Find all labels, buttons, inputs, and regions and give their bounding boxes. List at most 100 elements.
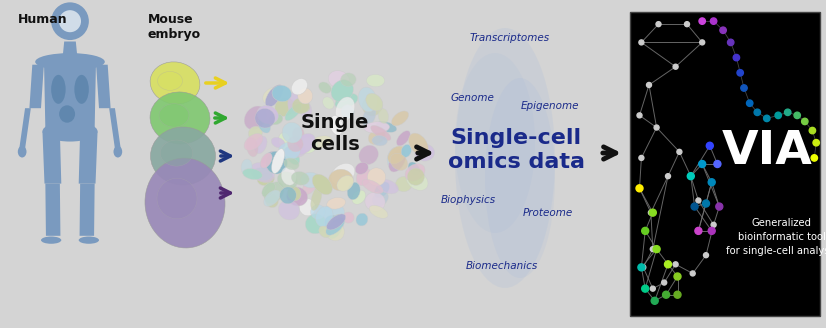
Circle shape bbox=[733, 54, 739, 61]
Ellipse shape bbox=[406, 171, 428, 191]
Circle shape bbox=[699, 160, 705, 168]
Ellipse shape bbox=[301, 172, 321, 188]
Ellipse shape bbox=[356, 168, 372, 186]
Polygon shape bbox=[45, 184, 60, 236]
Ellipse shape bbox=[263, 87, 283, 105]
Ellipse shape bbox=[376, 121, 396, 132]
Ellipse shape bbox=[257, 106, 278, 124]
Ellipse shape bbox=[363, 95, 382, 116]
Ellipse shape bbox=[292, 79, 307, 95]
Ellipse shape bbox=[306, 214, 326, 234]
Ellipse shape bbox=[378, 109, 388, 123]
Ellipse shape bbox=[258, 173, 274, 186]
Ellipse shape bbox=[244, 133, 263, 151]
Ellipse shape bbox=[74, 75, 89, 104]
Circle shape bbox=[691, 203, 698, 210]
Ellipse shape bbox=[352, 190, 366, 204]
Ellipse shape bbox=[319, 82, 331, 93]
Circle shape bbox=[59, 10, 81, 32]
Ellipse shape bbox=[157, 178, 197, 219]
Ellipse shape bbox=[243, 169, 263, 180]
Ellipse shape bbox=[366, 93, 382, 111]
Ellipse shape bbox=[287, 136, 303, 152]
Circle shape bbox=[687, 173, 695, 180]
Ellipse shape bbox=[365, 192, 385, 211]
Ellipse shape bbox=[396, 131, 411, 146]
Ellipse shape bbox=[113, 146, 122, 157]
Circle shape bbox=[754, 109, 761, 115]
Circle shape bbox=[708, 179, 715, 186]
Circle shape bbox=[775, 112, 781, 118]
Circle shape bbox=[650, 286, 655, 291]
Ellipse shape bbox=[59, 105, 75, 123]
Ellipse shape bbox=[323, 203, 344, 223]
Ellipse shape bbox=[278, 132, 291, 150]
Ellipse shape bbox=[255, 109, 275, 128]
Ellipse shape bbox=[303, 175, 318, 195]
Circle shape bbox=[711, 222, 716, 227]
Circle shape bbox=[706, 142, 714, 149]
Text: Single-cell
omics data: Single-cell omics data bbox=[448, 128, 585, 172]
Circle shape bbox=[642, 227, 648, 235]
Ellipse shape bbox=[368, 129, 385, 144]
Polygon shape bbox=[30, 65, 44, 108]
Circle shape bbox=[688, 174, 693, 179]
Circle shape bbox=[664, 261, 672, 268]
Polygon shape bbox=[63, 42, 78, 56]
Ellipse shape bbox=[265, 194, 278, 208]
Circle shape bbox=[649, 209, 657, 216]
Circle shape bbox=[638, 264, 645, 271]
Ellipse shape bbox=[327, 215, 344, 239]
Ellipse shape bbox=[293, 133, 316, 154]
Ellipse shape bbox=[415, 144, 434, 161]
Ellipse shape bbox=[159, 104, 189, 127]
Circle shape bbox=[708, 227, 715, 235]
Ellipse shape bbox=[319, 226, 330, 238]
Circle shape bbox=[662, 291, 670, 298]
Ellipse shape bbox=[316, 206, 333, 227]
Polygon shape bbox=[42, 132, 61, 184]
Circle shape bbox=[809, 127, 815, 134]
Ellipse shape bbox=[372, 135, 387, 146]
Ellipse shape bbox=[390, 154, 408, 171]
Ellipse shape bbox=[272, 85, 292, 102]
Ellipse shape bbox=[158, 72, 183, 90]
Circle shape bbox=[653, 246, 660, 253]
Text: Genome: Genome bbox=[450, 93, 494, 103]
Text: VIA: VIA bbox=[721, 129, 812, 174]
Ellipse shape bbox=[405, 164, 425, 181]
Polygon shape bbox=[109, 108, 121, 149]
Ellipse shape bbox=[307, 136, 332, 149]
Ellipse shape bbox=[368, 168, 386, 186]
Ellipse shape bbox=[278, 142, 300, 160]
Ellipse shape bbox=[337, 175, 354, 191]
Ellipse shape bbox=[252, 168, 273, 180]
Ellipse shape bbox=[312, 174, 332, 195]
Circle shape bbox=[813, 139, 819, 146]
Text: Generalized
bioinformatic tool
for single-cell analysis: Generalized bioinformatic tool for singl… bbox=[726, 218, 826, 256]
Polygon shape bbox=[96, 65, 111, 108]
Circle shape bbox=[801, 118, 808, 125]
Circle shape bbox=[638, 155, 644, 160]
Ellipse shape bbox=[485, 78, 555, 278]
Circle shape bbox=[714, 160, 721, 168]
Ellipse shape bbox=[292, 98, 310, 114]
Circle shape bbox=[794, 112, 800, 118]
Circle shape bbox=[674, 273, 681, 280]
Ellipse shape bbox=[36, 53, 105, 71]
Ellipse shape bbox=[260, 152, 278, 170]
Circle shape bbox=[637, 186, 642, 191]
Ellipse shape bbox=[51, 75, 65, 104]
Ellipse shape bbox=[246, 137, 258, 157]
Polygon shape bbox=[79, 184, 95, 236]
Ellipse shape bbox=[285, 147, 300, 165]
Circle shape bbox=[647, 82, 652, 88]
Circle shape bbox=[741, 85, 748, 91]
Ellipse shape bbox=[363, 107, 376, 127]
Circle shape bbox=[720, 27, 726, 33]
Ellipse shape bbox=[300, 102, 312, 118]
Text: Human: Human bbox=[18, 13, 68, 26]
Ellipse shape bbox=[272, 149, 284, 174]
Ellipse shape bbox=[335, 93, 358, 109]
Ellipse shape bbox=[341, 105, 354, 119]
